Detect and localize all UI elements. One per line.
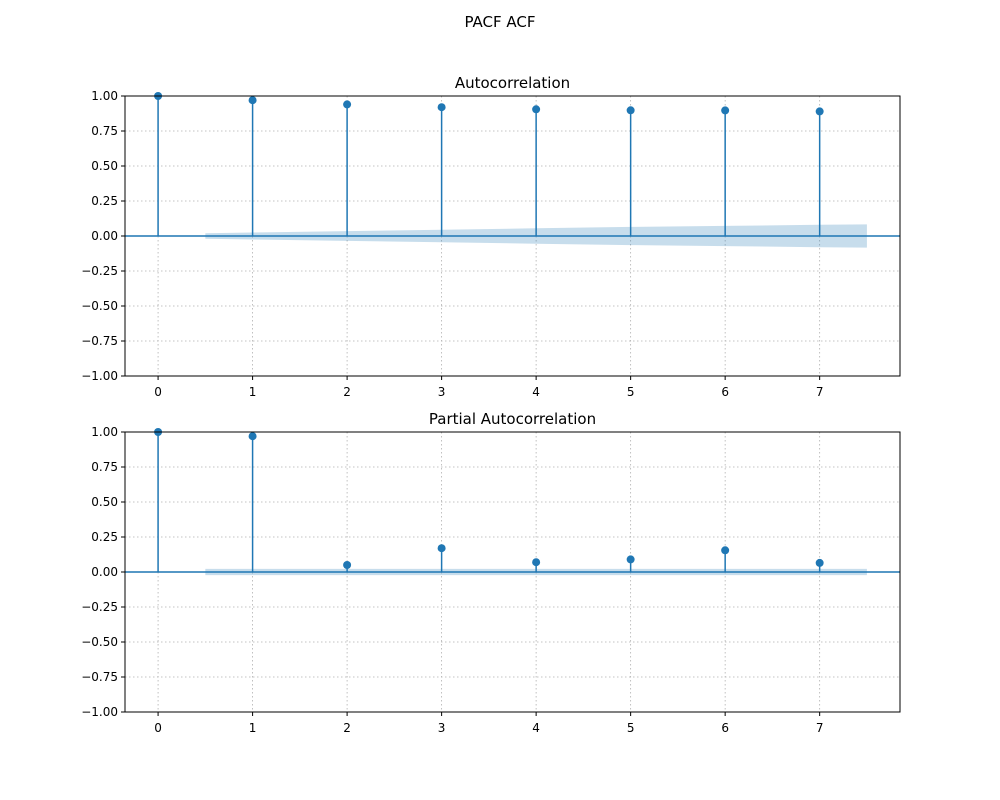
- acf-ytick-label: 0.00: [91, 229, 118, 243]
- acf-ytick-label: 1.00: [91, 89, 118, 103]
- acf-marker-lag-3: [437, 103, 446, 112]
- acf-ytick-label: −1.00: [81, 369, 118, 383]
- pacf-marker-lag-6: [721, 546, 730, 555]
- pacf-xtick-label: 1: [249, 721, 257, 735]
- acf-marker-lag-4: [532, 105, 541, 114]
- pacf-ytick-label: 0.25: [91, 530, 118, 544]
- pacf-ytick-label: 0.50: [91, 495, 118, 509]
- pacf-xtick-label: 2: [343, 721, 351, 735]
- pacf-xtick-label: 6: [721, 721, 729, 735]
- acf-xtick-label: 6: [721, 385, 729, 399]
- acf-xtick-label: 5: [627, 385, 635, 399]
- acf-marker-lag-5: [626, 106, 635, 115]
- pacf-ytick-label: −1.00: [81, 705, 118, 719]
- pacf-subplot: 0 1 2 3 4 5 6 7 1.00 0.75 0.50 0.25 0.00 −0.25 −0.50 −0…: [81, 410, 901, 735]
- pacf-ytick-label: −0.75: [81, 670, 118, 684]
- pacf-ytick-label: −0.50: [81, 635, 118, 649]
- acf-xtick-label: 2: [343, 385, 351, 399]
- acf-ytick-label: −0.25: [81, 264, 118, 278]
- acf-subplot: 0 1 2 3 4 5 6 7 1.00 0.75 0.50 0.25 0.00 −0.25 −0.50 −0…: [81, 74, 901, 399]
- pacf-xtick-label: 3: [438, 721, 446, 735]
- pacf-marker-lag-7: [815, 558, 824, 567]
- pacf-xtick-label: 0: [154, 721, 162, 735]
- pacf-marker-lag-1: [248, 432, 257, 441]
- pacf-xtick-label: 7: [816, 721, 824, 735]
- figure-suptitle: PACF ACF: [464, 13, 535, 31]
- acf-ytick-label: 0.50: [91, 159, 118, 173]
- pacf-ytick-label: 0.75: [91, 460, 118, 474]
- acf-xtick-label: 4: [532, 385, 540, 399]
- pacf-ytick-label: 0.00: [91, 565, 118, 579]
- pacf-marker-lag-2: [343, 561, 352, 569]
- acf-xtick-label: 3: [438, 385, 446, 399]
- acf-marker-lag-7: [815, 107, 824, 116]
- pacf-ytick-label: 1.00: [91, 425, 118, 439]
- pacf-title: Partial Autocorrelation: [429, 410, 596, 428]
- acf-xtick-label: 0: [154, 385, 162, 399]
- acf-marker-lag-2: [343, 100, 352, 109]
- acf-marker-lag-1: [248, 96, 257, 105]
- pacf-xtick-label: 5: [627, 721, 635, 735]
- pacf-xtick-label: 4: [532, 721, 540, 735]
- acf-xtick-label: 1: [249, 385, 257, 399]
- pacf-ytick-label: −0.25: [81, 600, 118, 614]
- acf-marker-lag-6: [721, 106, 730, 115]
- acf-title: Autocorrelation: [455, 74, 570, 92]
- acf-ytick-label: −0.75: [81, 334, 118, 348]
- acf-ytick-label: −0.50: [81, 299, 118, 313]
- acf-xtick-label: 7: [816, 385, 824, 399]
- pacf-marker-lag-4: [532, 558, 541, 567]
- acf-ytick-label: 0.25: [91, 194, 118, 208]
- pacf-marker-lag-3: [437, 544, 446, 553]
- pacf-marker-lag-5: [626, 555, 635, 564]
- acf-ytick-label: 0.75: [91, 124, 118, 138]
